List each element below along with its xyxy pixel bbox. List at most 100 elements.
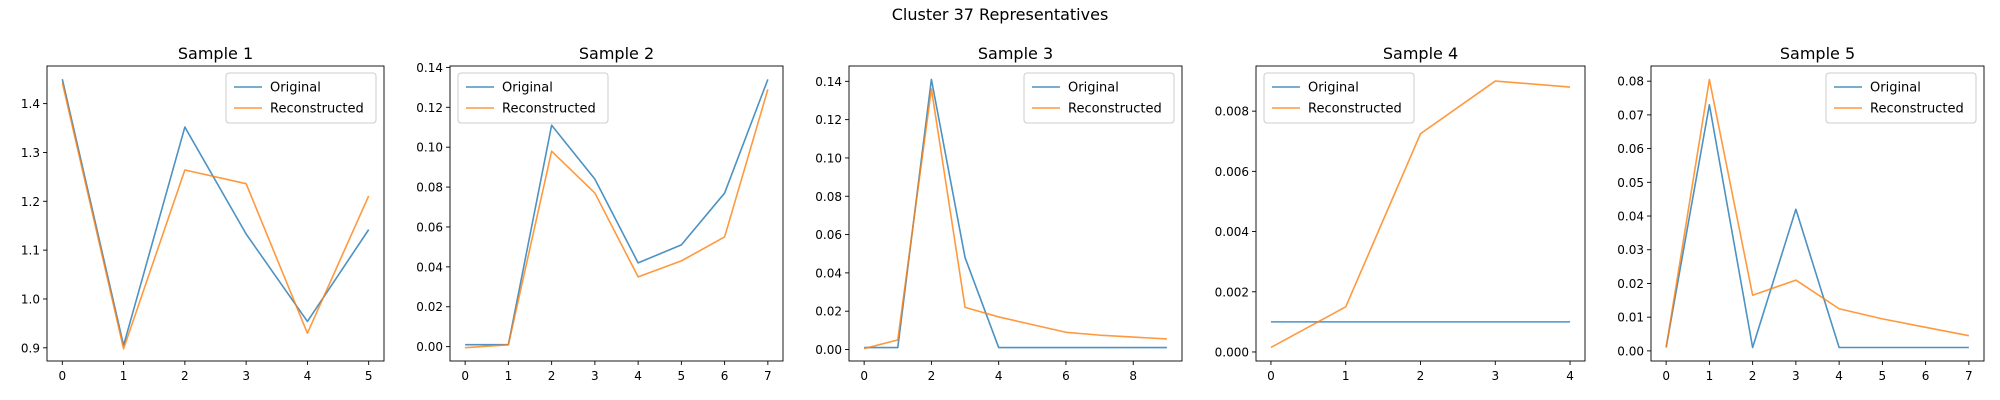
subplot-2: Sample 2 0 1 2 3 4 5 6 7 0.00 0.02 0.04 0.06 0.08 0.10… [416, 44, 784, 383]
series-line-reconstructed [1270, 80, 1571, 349]
y-tick-label: 0.00 [815, 343, 842, 357]
subplot-3: Sample 3 0 2 4 6 8 0.00 0.02 0.04 0.06 0.08 0.10 0.1… [815, 44, 1183, 383]
legend-label: Reconstructed [502, 102, 596, 117]
series-line-original [1665, 103, 1969, 349]
x-tick-label: 0 [461, 369, 469, 383]
legend-label: Original [1870, 81, 1921, 96]
y-tick-label: 0.06 [416, 220, 443, 234]
subplot-title: Sample 2 [579, 44, 654, 63]
plot-frame [1650, 65, 1985, 362]
legend-label: Reconstructed [1308, 102, 1402, 117]
y-tick-label: 0.07 [1617, 108, 1644, 122]
y-tick-label: 0.008 [1215, 105, 1249, 119]
y-tick-label: 0.04 [416, 260, 443, 274]
y-tick-label: 0.02 [815, 305, 842, 319]
x-tick-label: 0 [58, 369, 66, 383]
plot-frame [1255, 65, 1586, 362]
series-line-reconstructed [863, 88, 1167, 350]
y-tick-label: 0.000 [1215, 345, 1249, 359]
y-tick-label: 0.08 [815, 190, 842, 204]
figure-title: Cluster 37 Representatives [892, 5, 1109, 24]
x-tick-label: 3 [591, 369, 599, 383]
x-tick-label: 6 [1062, 369, 1070, 383]
legend-box [1825, 72, 1977, 124]
x-tick-label: 4 [304, 369, 312, 383]
legend-label: Original [1308, 81, 1359, 96]
x-tick-label: 4 [634, 369, 642, 383]
y-tick-label: 0.03 [1617, 243, 1644, 257]
x-tick-label: 5 [365, 369, 373, 383]
subplot-title: Sample 1 [178, 44, 253, 63]
x-tick-label: 4 [1566, 369, 1574, 383]
series-line-reconstructed [1665, 78, 1970, 348]
legend: Original Reconstructed [1825, 72, 1977, 124]
legend-label: Original [270, 81, 321, 96]
x-tick-label: 4 [995, 369, 1003, 383]
x-tick-label: 7 [1965, 369, 1973, 383]
x-tick-label: 6 [1922, 369, 1930, 383]
x-tick-label: 2 [1749, 369, 1757, 383]
legend-label: Reconstructed [270, 102, 364, 117]
y-tick-label: 0.00 [416, 340, 443, 354]
x-tick-label: 3 [1792, 369, 1800, 383]
legend: Original Reconstructed [1023, 72, 1175, 124]
plot-frame [449, 65, 784, 362]
x-tick-label: 0 [1662, 369, 1670, 383]
x-tick-label: 1 [505, 369, 513, 383]
x-tick-label: 0 [860, 369, 868, 383]
y-tick-label: 0.004 [1215, 225, 1249, 239]
y-tick-label: 0.04 [1617, 210, 1644, 224]
y-tick-label: 0.05 [1617, 176, 1644, 190]
plot-frame [46, 65, 385, 362]
y-tick-label: 0.14 [416, 61, 443, 75]
subplot-title: Sample 3 [978, 44, 1053, 63]
x-tick-label: 2 [1417, 369, 1425, 383]
subplot-1: Sample 1 0 1 2 3 4 5 0.9 1.0 1.1 1.2 1.3 1.4 Original… [21, 44, 385, 383]
y-tick-label: 0.14 [815, 75, 842, 89]
y-tick-label: 1.1 [21, 244, 40, 258]
y-tick-label: 0.002 [1215, 285, 1249, 299]
y-tick-label: 0.02 [1617, 277, 1644, 291]
legend-label: Original [1068, 81, 1119, 96]
x-tick-label: 2 [548, 369, 556, 383]
subplot-title: Sample 4 [1383, 44, 1458, 63]
y-tick-label: 0.08 [1617, 75, 1644, 89]
y-tick-label: 0.06 [815, 228, 842, 242]
x-tick-label: 6 [721, 369, 729, 383]
legend-box [225, 72, 377, 124]
chart-panels: Sample 1 0 1 2 3 4 5 0.9 1.0 1.1 1.2 1.3 1.4 Original… [21, 44, 1985, 383]
legend-label: Original [502, 81, 553, 96]
y-tick-label: 0.00 [1617, 344, 1644, 358]
y-tick-label: 0.10 [815, 151, 842, 165]
series-line-original [465, 79, 769, 346]
subplot-4: Sample 4 0 1 2 3 4 0.000 0.002 0.004 0.006 0.008 Or… [1215, 44, 1586, 383]
y-tick-label: 0.12 [815, 113, 842, 127]
y-tick-label: 1.4 [21, 97, 40, 111]
y-tick-label: 0.02 [416, 300, 443, 314]
y-tick-label: 1.3 [21, 146, 40, 160]
x-tick-label: 1 [1342, 369, 1350, 383]
y-tick-label: 1.0 [21, 292, 40, 306]
x-tick-label: 4 [1835, 369, 1843, 383]
legend-box [1263, 72, 1415, 124]
y-tick-label: 0.06 [1617, 142, 1644, 156]
x-tick-label: 1 [120, 369, 128, 383]
series-line-reconstructed [465, 89, 769, 349]
legend: Original Reconstructed [457, 72, 609, 124]
legend: Original Reconstructed [1263, 72, 1415, 124]
legend-label: Reconstructed [1870, 102, 1964, 117]
legend-box [457, 72, 609, 124]
x-tick-label: 0 [1267, 369, 1275, 383]
subplot-5: Sample 5 0 1 2 3 4 5 6 7 0.00 0.01 0.02 0.03 0.04 0.05… [1617, 44, 1985, 383]
x-tick-label: 5 [1879, 369, 1887, 383]
y-tick-label: 1.2 [21, 195, 40, 209]
plot-frame [848, 65, 1183, 362]
y-tick-label: 0.9 [21, 341, 40, 355]
subplot-title: Sample 5 [1780, 44, 1855, 63]
legend-box [1023, 72, 1175, 124]
x-tick-label: 3 [1491, 369, 1499, 383]
x-tick-label: 2 [928, 369, 936, 383]
y-tick-label: 0.10 [416, 141, 443, 155]
y-tick-label: 0.04 [815, 266, 842, 280]
